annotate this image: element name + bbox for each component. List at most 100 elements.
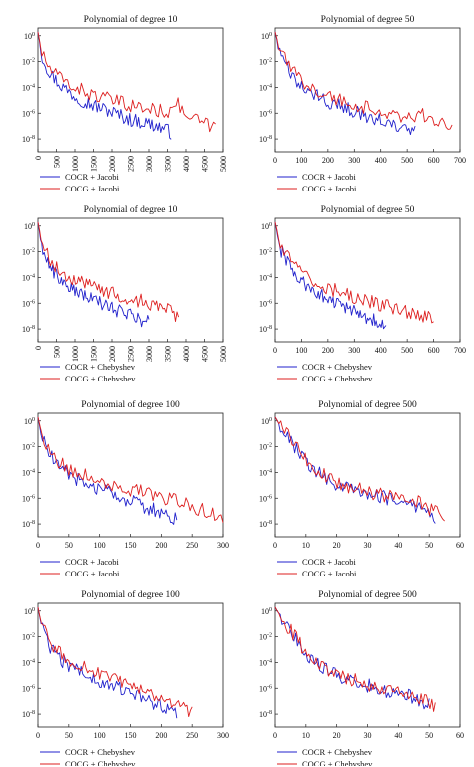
legend-label: COCG + Jacobi xyxy=(302,184,357,191)
legend-label: COCR + Jacobi xyxy=(302,557,357,567)
series-line xyxy=(274,221,387,330)
series-line xyxy=(274,416,445,522)
x-tick-label: 100 xyxy=(295,156,307,165)
legend-label: COCG + Chebyshev xyxy=(65,374,136,381)
x-tick-label: 50 xyxy=(65,541,73,550)
x-tick-label: 300 xyxy=(348,156,360,165)
x-tick-label: 500 xyxy=(53,346,62,358)
x-tick-label: 500 xyxy=(53,156,62,168)
series-line xyxy=(274,31,453,130)
x-tick-label: 4500 xyxy=(201,156,210,172)
x-tick-label: 1500 xyxy=(90,346,99,362)
x-tick-label: 100 xyxy=(94,541,106,550)
x-tick-label: 200 xyxy=(155,541,167,550)
y-tick-label: 10-8 xyxy=(259,135,272,144)
y-tick-label: 10-4 xyxy=(22,83,35,92)
plot-frame xyxy=(37,602,224,728)
line-chart: Polynomial of degree 10 10-8 10-6 10-4 10-2 1… xyxy=(22,14,228,191)
x-tick-label: 30 xyxy=(364,541,372,550)
x-tick-label: 40 xyxy=(394,731,402,740)
chart-panel: Polynomial of degree 50 10-8 10-6 10-4 10-2 1… xyxy=(237,190,474,381)
legend-label: COCG + Chebyshev xyxy=(302,374,373,381)
y-tick-label: 10-8 xyxy=(22,710,35,719)
chart-title: Polynomial of degree 100 xyxy=(81,399,180,410)
y-tick-label: 10-2 xyxy=(259,633,272,642)
y-tick-label: 10-2 xyxy=(259,248,272,257)
x-tick-label: 300 xyxy=(217,541,229,550)
chart-title: Polynomial of degree 50 xyxy=(321,204,415,215)
plot-frame xyxy=(37,412,224,538)
plot-frame xyxy=(37,27,224,153)
x-tick-label: 200 xyxy=(322,346,334,355)
y-tick-label: 10-8 xyxy=(259,325,272,334)
y-tick-label: 10-4 xyxy=(259,83,272,92)
x-tick-label: 0 xyxy=(36,541,40,550)
x-tick-label: 2000 xyxy=(108,156,117,172)
line-chart: Polynomial of degree 100 10-8 10-6 10-4 10-2… xyxy=(22,589,229,766)
y-tick-label: 10-6 xyxy=(22,109,35,118)
x-tick-label: 200 xyxy=(322,156,334,165)
y-tick-label: 100 xyxy=(24,32,35,41)
y-tick-label: 10-2 xyxy=(259,58,272,67)
legend-label: COCG + Jacobi xyxy=(302,569,357,576)
y-tick-label: 10-6 xyxy=(259,299,272,308)
x-tick-label: 3000 xyxy=(145,346,154,362)
plot-frame xyxy=(274,602,461,728)
chart-title: Polynomial of degree 100 xyxy=(81,589,180,600)
x-tick-label: 60 xyxy=(456,731,464,740)
x-tick-label: 300 xyxy=(348,346,360,355)
x-tick-label: 600 xyxy=(428,156,440,165)
y-tick-label: 10-6 xyxy=(22,494,35,503)
chart-title: Polynomial of degree 500 xyxy=(318,589,417,600)
y-tick-label: 100 xyxy=(24,607,35,616)
legend-label: COCR + Jacobi xyxy=(65,557,120,567)
y-tick-label: 10-2 xyxy=(259,443,272,452)
x-tick-label: 4000 xyxy=(182,346,191,362)
y-tick-label: 10-8 xyxy=(259,520,272,529)
y-tick-label: 10-6 xyxy=(259,684,272,693)
y-tick-label: 100 xyxy=(24,222,35,231)
x-tick-label: 4000 xyxy=(182,156,191,172)
chart-panel: Polynomial of degree 500 10-8 10-6 10-4 10-2… xyxy=(237,385,474,576)
y-tick-label: 100 xyxy=(261,417,272,426)
x-tick-label: 4500 xyxy=(201,346,210,362)
x-tick-label: 250 xyxy=(186,541,198,550)
y-tick-label: 100 xyxy=(261,222,272,231)
line-chart: Polynomial of degree 10 10-8 10-6 10-4 10-2 1… xyxy=(22,204,228,381)
plot-frame xyxy=(274,412,461,538)
series-line xyxy=(274,606,430,710)
legend-label: COCG + Jacobi xyxy=(65,184,120,191)
chart-panel: Polynomial of degree 50 10-8 10-6 10-4 10-2 1… xyxy=(237,0,474,191)
x-tick-label: 0 xyxy=(273,156,277,165)
x-tick-label: 300 xyxy=(217,731,229,740)
x-tick-label: 2500 xyxy=(127,156,136,172)
y-tick-label: 100 xyxy=(261,607,272,616)
series-line xyxy=(37,416,178,525)
y-tick-label: 10-6 xyxy=(259,109,272,118)
x-tick-label: 10 xyxy=(302,541,310,550)
x-tick-label: 500 xyxy=(401,346,413,355)
series-line xyxy=(37,416,224,523)
x-tick-label: 2500 xyxy=(127,346,136,362)
series-line xyxy=(274,416,436,524)
plot-frame xyxy=(274,27,461,153)
y-tick-label: 10-4 xyxy=(259,273,272,282)
y-tick-label: 10-8 xyxy=(22,520,35,529)
series-line xyxy=(37,221,180,322)
y-tick-label: 10-6 xyxy=(22,684,35,693)
x-tick-label: 1500 xyxy=(90,156,99,172)
x-tick-label: 20 xyxy=(333,731,341,740)
series-line xyxy=(274,606,436,712)
legend-label: COCG + Chebyshev xyxy=(302,759,373,766)
x-tick-label: 150 xyxy=(125,731,137,740)
chart-panel: Polynomial of degree 10 10-8 10-6 10-4 10-2 1… xyxy=(0,0,237,191)
x-tick-label: 200 xyxy=(155,731,167,740)
x-tick-label: 3500 xyxy=(164,346,173,362)
y-tick-label: 10-8 xyxy=(259,710,272,719)
series-line xyxy=(274,31,416,136)
chart-title: Polynomial of degree 10 xyxy=(84,204,178,215)
series-line xyxy=(274,221,434,324)
x-tick-label: 0 xyxy=(273,731,277,740)
x-tick-label: 1000 xyxy=(71,346,80,362)
x-tick-label: 100 xyxy=(295,346,307,355)
